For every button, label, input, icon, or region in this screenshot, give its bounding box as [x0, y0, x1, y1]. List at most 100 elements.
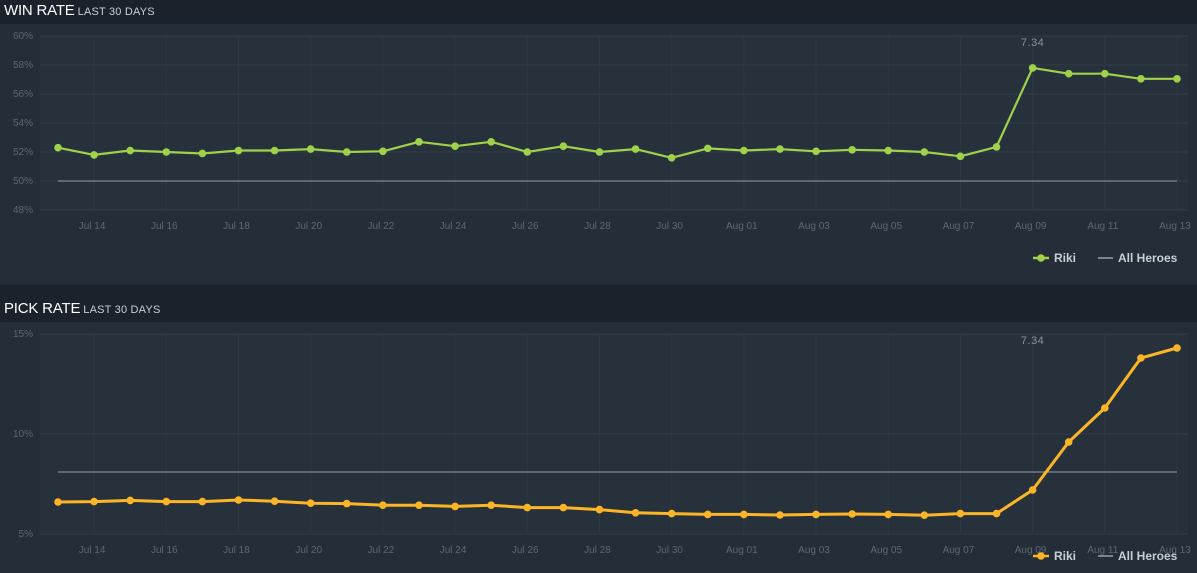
pick-riki-point [306, 499, 315, 507]
win-y-tick-label: 58% [13, 60, 33, 71]
win-riki-point [1028, 64, 1037, 72]
pick-x-tick-label: Jul 22 [368, 545, 395, 556]
pick-riki-point [451, 502, 459, 511]
pick-riki-line [57, 346, 1178, 517]
pick-riki-point [848, 510, 856, 518]
win-x-tick-label: Aug 11 [1087, 221, 1118, 232]
win-riki-point [342, 148, 351, 156]
pick-riki-point [162, 497, 171, 506]
pick-riki-point [126, 496, 134, 505]
pick-riki-point [1173, 344, 1181, 352]
win-y-tick-label: 50% [13, 176, 33, 187]
pick-legend-all-heroes-label: All Heroes [1118, 549, 1178, 563]
pick-riki-point [667, 509, 676, 518]
win-rate-panel: 48% 50% 52% 54% 56% 58% 60% Jul 14 Jul 16 Jul 18 J… [0, 24, 1197, 285]
win-riki-point [848, 146, 856, 154]
pick-riki-point [703, 510, 712, 519]
pick-riki-point [1028, 486, 1037, 494]
pick-riki-point [90, 497, 98, 506]
pick-riki-point [1101, 404, 1109, 412]
pick-riki-point [992, 509, 1001, 518]
win-riki-point [956, 152, 965, 161]
pick-riki-point [1137, 354, 1145, 362]
pick-x-tick-label: Jul 24 [440, 545, 467, 556]
pick-riki-point [234, 496, 243, 504]
pick-riki-point [740, 510, 748, 519]
win-riki-point [90, 151, 98, 159]
pick-y-tick-label: 15% [13, 329, 33, 340]
pick-x-tick-label: Jul 28 [584, 545, 611, 556]
win-riki-point [740, 146, 748, 155]
pick-x-tick-label: Aug 09 [1015, 545, 1047, 556]
win-x-tick-label: Jul 30 [656, 221, 683, 232]
win-rate-chart: 48% 50% 52% 54% 56% 58% 60% Jul 14 Jul 16 Jul 18 J… [13, 31, 1191, 265]
pick-x-tick-label: Jul 18 [223, 545, 250, 556]
pick-riki-point [559, 503, 568, 512]
win-riki-point [1101, 69, 1109, 78]
pick-riki-point [956, 509, 965, 518]
win-x-tick-label: Jul 24 [440, 221, 467, 232]
win-riki-point [379, 147, 387, 156]
pick-riki-point [631, 509, 640, 517]
pick-riki-point [54, 498, 62, 506]
win-riki-point [415, 138, 423, 146]
win-riki-point [1137, 74, 1145, 83]
win-riki-point [631, 145, 640, 153]
win-riki-point [920, 148, 929, 156]
win-x-tick-label: Aug 07 [943, 221, 975, 232]
win-x-tick-label: Aug 13 [1159, 221, 1191, 232]
win-x-tick-label: Jul 14 [79, 221, 106, 232]
pick-riki-point [198, 497, 207, 506]
win-x-tick-label: Jul 22 [368, 221, 395, 232]
win-x-tick-label: Jul 26 [512, 221, 539, 232]
win-y-tick-label: 52% [13, 147, 33, 158]
win-y-tick-label: 48% [13, 205, 33, 216]
pick-y-tick-label: 5% [19, 529, 34, 540]
pick-riki-point [884, 510, 893, 519]
pick-y-tick-label: 10% [13, 429, 33, 440]
win-riki-point [776, 145, 784, 153]
pick-riki-point [812, 510, 820, 519]
pick-riki-point [379, 501, 387, 509]
win-rate-title: WIN RATE LAST 30 DAYS [4, 2, 155, 19]
win-riki-point [234, 146, 243, 155]
win-patch-annotation: 7.34 [1021, 37, 1044, 49]
pick-riki-point [270, 497, 279, 505]
pick-x-tick-label: Aug 05 [870, 545, 902, 556]
pick-riki-point [342, 499, 351, 508]
section-divider [0, 285, 1197, 298]
win-riki-point [162, 148, 171, 156]
win-riki-point [559, 142, 568, 150]
pick-riki-point [920, 511, 929, 519]
win-riki-point [451, 142, 459, 150]
win-riki-point [306, 145, 315, 153]
win-riki-point [703, 144, 712, 153]
win-y-tick-label: 56% [13, 89, 33, 100]
win-x-tick-label: Jul 20 [295, 221, 322, 232]
pick-rate-title: PICK RATE LAST 30 DAYS [4, 300, 161, 317]
pick-x-tick-label: Jul 30 [656, 545, 683, 556]
pick-rate-header: PICK RATE LAST 30 DAYS [0, 298, 1197, 322]
win-riki-point [198, 149, 207, 158]
pick-x-tick-label: Jul 26 [512, 545, 539, 556]
win-x-tick-label: Jul 18 [223, 221, 250, 232]
win-x-tick-label: Aug 01 [726, 221, 758, 232]
pick-legend-riki-marker [1037, 552, 1045, 560]
win-riki-point [812, 147, 820, 156]
pick-riki-point [595, 505, 604, 514]
win-riki-point [1064, 69, 1073, 78]
win-riki-point [126, 146, 134, 155]
win-x-tick-label: Aug 09 [1015, 221, 1047, 232]
pick-legend-riki-label: Riki [1054, 549, 1076, 563]
win-x-tick-label: Aug 05 [870, 221, 902, 232]
pick-riki-point [1064, 438, 1073, 446]
pick-riki-point [415, 501, 423, 509]
pick-x-tick-label: Jul 14 [79, 545, 106, 556]
win-x-tick-label: Jul 16 [151, 221, 178, 232]
pick-x-tick-label: Jul 20 [295, 545, 322, 556]
pick-rate-chart: 5% 10% 15% Jul 14 Jul 16 Jul 18 Jul 20 Jul 22 Ju… [13, 329, 1191, 563]
pick-x-tick-label: Aug 13 [1159, 545, 1191, 556]
win-x-tick-label: Jul 28 [584, 221, 611, 232]
pick-x-tick-label: Aug 03 [798, 545, 830, 556]
pick-rate-panel: 5% 10% 15% Jul 14 Jul 16 Jul 18 Jul 20 Jul 22 Ju… [0, 322, 1197, 573]
